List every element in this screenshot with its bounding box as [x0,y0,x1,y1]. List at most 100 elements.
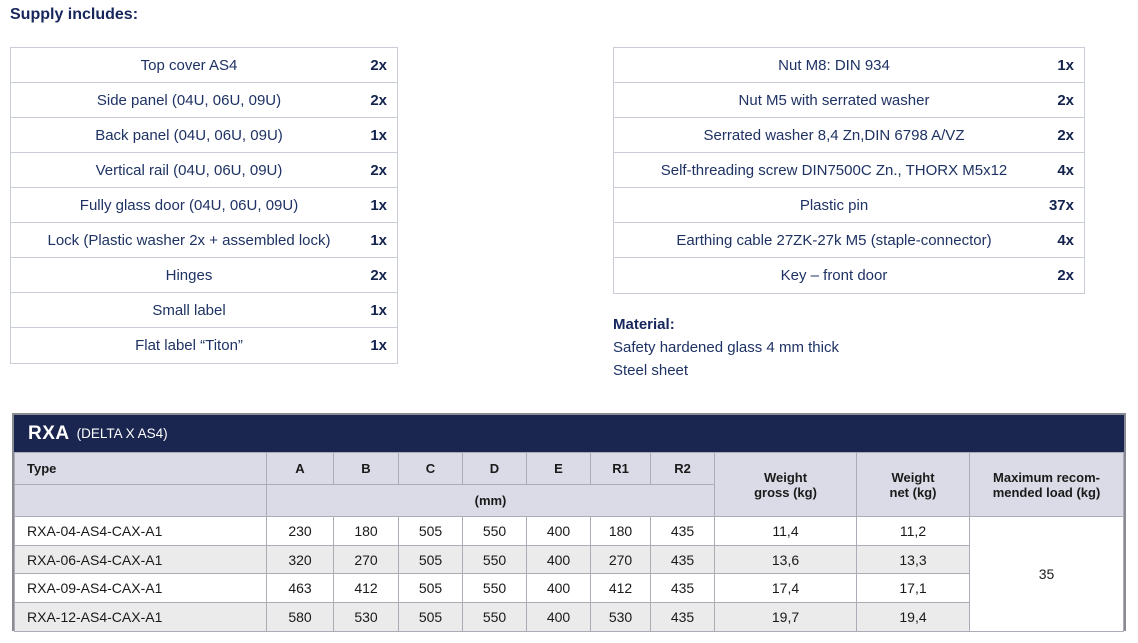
supply-row: Small label 1x [11,293,397,328]
spec-table-titlebar: RXA (DELTA X AS4) [14,415,1124,452]
supply-row: Nut M5 with serrated washer 2x [614,83,1084,118]
spec-cell-type: RXA-12-AS4-CAX-A1 [14,602,267,632]
spec-cell-r1: 270 [590,544,651,575]
supply-item-label: Flat label “Titon” [135,337,243,354]
spec-cell-c: 505 [398,516,463,546]
spec-cell-b: 412 [333,573,399,604]
col-header-max-load: Maximum recom- mended load (kg) [969,452,1124,517]
spec-table-container: RXA (DELTA X AS4) Type A B C D E R1 R2 W… [12,413,1126,632]
spec-cell-net: 19,4 [856,602,970,632]
supply-list-left: Top cover AS4 2x Side panel (04U, 06U, 0… [10,47,398,364]
page-title: Supply includes: [10,6,139,23]
supply-row: Back panel (04U, 06U, 09U) 1x [11,118,397,153]
spec-cell-net: 13,3 [856,544,970,575]
supply-item-qty: 1x [370,231,387,249]
spec-table-subtitle: (DELTA X AS4) [76,426,168,441]
supply-row: Nut M8: DIN 934 1x [614,48,1084,83]
spec-cell-gross: 13,6 [714,544,857,575]
spec-row: RXA-06-AS4-CAX-A1 320 270 505 550 400 270 435 13… [14,544,1124,575]
spec-cell-e: 400 [526,544,591,575]
supply-item-qty: 2x [370,91,387,109]
supply-row: Lock (Plastic washer 2x + assembled lock… [11,223,397,258]
spec-cell-r1: 530 [590,602,651,632]
supply-row: Fully glass door (04U, 06U, 09U) 1x [11,188,397,223]
spec-cell-b: 530 [333,602,399,632]
supply-item-label: Fully glass door (04U, 06U, 09U) [79,196,299,214]
col-header-d: D [462,452,527,485]
col-header-type: Type [14,452,267,485]
spec-cell-a: 580 [266,602,334,632]
supply-item-label: Side panel (04U, 06U, 09U) [96,91,282,109]
spec-cell-r2: 435 [650,573,715,604]
spec-cell-a: 463 [266,573,334,604]
spec-cell-r2: 435 [650,544,715,575]
supply-item-qty: 2x [1057,267,1074,284]
spec-cell-gross: 17,4 [714,573,857,604]
spec-table-body: RXA-04-AS4-CAX-A1 230 180 505 550 400 180 435 11… [14,516,1124,632]
supply-item-qty: 4x [1057,231,1074,249]
supply-item-qty: 2x [370,266,387,284]
spec-cell-r1: 180 [590,516,651,546]
supply-item-label: Back panel (04U, 06U, 09U) [95,126,283,144]
supply-item-qty: 37x [1048,196,1074,214]
supply-item-qty: 2x [1057,91,1074,109]
supply-row: Top cover AS4 2x [11,48,397,83]
supply-row: Serrated washer 8,4 Zn,DIN 6798 A/VZ 2x [614,118,1084,153]
supply-item-qty: 1x [370,196,387,214]
spec-cell-b: 180 [333,516,399,546]
spec-cell-max-load: 35 [969,516,1124,632]
supply-item-label: Nut M5 with serrated washer [738,91,930,109]
supply-item-qty: 2x [370,56,387,74]
supply-item-qty: 2x [370,161,387,179]
supply-item-qty: 1x [1057,56,1074,74]
spec-cell-r2: 435 [650,602,715,632]
material-section: Material: Safety hardened glass 4 mm thi… [613,313,839,382]
col-header-b: B [333,452,399,485]
supply-row: Flat label “Titon” 1x [11,328,397,363]
spec-cell-d: 550 [462,602,527,632]
supply-row: Hinges 2x [11,258,397,293]
supply-item-qty: 1x [370,126,387,144]
col-header-r2: R2 [650,452,715,485]
spec-table: Type A B C D E R1 R2 Weight gross (kg) W… [14,452,1124,632]
spec-cell-c: 505 [398,602,463,632]
supply-row: Earthing cable 27ZK-27k M5 (staple-conne… [614,223,1084,258]
spec-cell-gross: 19,7 [714,602,857,632]
spec-unit-row: (mm) [14,484,1124,517]
supply-item-label: Earthing cable 27ZK-27k M5 (staple-conne… [676,231,992,249]
spec-cell-d: 550 [462,573,527,604]
supply-item-qty: 1x [370,301,387,319]
col-header-a: A [266,452,334,485]
supply-list-right: Nut M8: DIN 934 1x Nut M5 with serrated … [613,47,1085,294]
spec-cell-r2: 435 [650,516,715,546]
spec-table-title: RXA [28,422,70,444]
spec-cell-a: 320 [266,544,334,575]
supply-item-label: Plastic pin [799,196,869,214]
spec-cell-type: RXA-09-AS4-CAX-A1 [14,573,267,604]
spec-cell-net: 17,1 [856,573,970,604]
supply-item-label: Small label [152,301,226,319]
spec-cell-e: 400 [526,602,591,632]
material-line: Steel sheet [613,362,689,379]
supply-row: Key – front door 2x [614,258,1084,293]
spec-cell-type: RXA-04-AS4-CAX-A1 [14,516,267,546]
supply-item-qty: 4x [1057,161,1074,179]
spec-cell-a: 230 [266,516,334,546]
supply-row: Plastic pin 37x [614,188,1084,223]
supply-row: Side panel (04U, 06U, 09U) 2x [11,83,397,118]
spec-header-empty [14,484,267,517]
spec-cell-b: 270 [333,544,399,575]
supply-item-qty: 2x [1057,126,1074,144]
supply-row: Self-threading screw DIN7500C Zn., THORX… [614,153,1084,188]
spec-row: RXA-09-AS4-CAX-A1 463 412 505 550 400 412 435 17… [14,573,1124,604]
supply-item-label: Nut M8: DIN 934 [778,56,890,74]
spec-cell-d: 550 [462,516,527,546]
spec-row: RXA-12-AS4-CAX-A1 580 530 505 550 400 530 435 19… [14,602,1124,632]
supply-item-qty: 1x [370,337,387,354]
supply-item-label: Top cover AS4 [140,56,238,74]
spec-cell-e: 400 [526,573,591,604]
spec-cell-net: 11,2 [856,516,970,546]
spec-cell-r1: 412 [590,573,651,604]
col-header-r1: R1 [590,452,651,485]
